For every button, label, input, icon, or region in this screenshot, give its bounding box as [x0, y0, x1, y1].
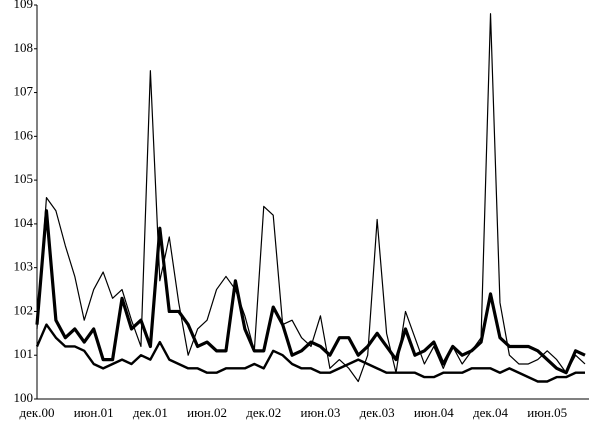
- y-tick-label: 101: [14, 346, 34, 361]
- y-tick-label: 103: [14, 259, 34, 274]
- y-tick-label: 104: [14, 215, 34, 230]
- y-tick-label: 102: [14, 302, 34, 317]
- line-series: [35, 323, 585, 383]
- y-tick-label: 106: [14, 127, 34, 142]
- y-tick-label: 107: [14, 84, 34, 99]
- x-tick-label: июн.01: [74, 405, 114, 420]
- x-tick-label: июн.03: [301, 405, 341, 420]
- x-tick-label: июн.04: [414, 405, 454, 420]
- x-tick-label: июн.05: [527, 405, 567, 420]
- x-tick-label: дек.01: [133, 405, 168, 420]
- x-tick-label: июн.02: [187, 405, 227, 420]
- y-tick-label: 108: [14, 40, 34, 55]
- y-tick-label: 100: [14, 390, 34, 405]
- y-tick-label: 105: [14, 171, 34, 186]
- y-tick-label: 109: [14, 0, 34, 11]
- x-tick-label: дек.04: [473, 405, 508, 420]
- x-tick-label: дек.00: [20, 405, 55, 420]
- line-series: [36, 13, 586, 383]
- line-series: [35, 209, 586, 375]
- x-tick-label: дек.03: [360, 405, 395, 420]
- x-tick-label: дек.02: [246, 405, 281, 420]
